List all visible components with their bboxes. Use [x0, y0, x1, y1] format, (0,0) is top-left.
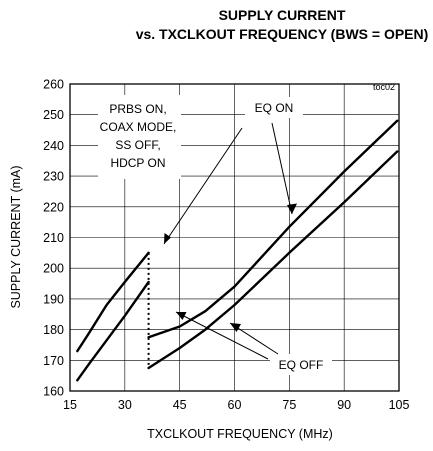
x-tick-label: 60 — [228, 398, 242, 412]
y-tick-label: 250 — [43, 108, 64, 122]
condition-line-4: HDCP ON — [110, 156, 165, 170]
x-tick-label: 90 — [337, 398, 351, 412]
y-tick-label: 190 — [43, 292, 64, 306]
eq-off-leader-left — [175, 311, 269, 360]
x-tick-label: 30 — [118, 398, 132, 412]
y-tick-label: 210 — [43, 231, 64, 245]
y-tick-label: 260 — [43, 78, 64, 92]
eq-on-leader-right — [271, 122, 293, 215]
condition-line-3: SS OFF, — [115, 138, 160, 152]
series-eq-off-segment-1 — [76, 280, 150, 382]
y-axis-label: SUPPLY CURRENT (mA) — [9, 165, 23, 308]
y-tick-label: 220 — [43, 200, 64, 214]
chart-subtitle: vs. TXCLKOUT FREQUENCY (BWS = OPEN) — [136, 26, 429, 42]
y-tick-label: 240 — [43, 139, 64, 153]
eq-off-label-box — [270, 354, 332, 375]
eq-off-annotation: EQ OFF — [279, 358, 324, 372]
eq-on-label-box — [245, 97, 303, 118]
series-eq-off-segment-2 — [147, 150, 399, 370]
x-tick-labels: 15 30 45 60 75 90 105 — [63, 398, 409, 412]
eq-off-arrowhead-left — [176, 312, 187, 320]
eq-on-arrowhead-left — [164, 233, 171, 244]
x-axis-label: TXCLKOUT FREQUENCY (MHz) — [147, 427, 333, 441]
x-tick-label: 15 — [63, 398, 77, 412]
x-tick-label: 105 — [389, 398, 410, 412]
plot-frame — [69, 83, 400, 392]
x-tick-label: 45 — [173, 398, 187, 412]
series-eq-on-segment-2 — [147, 119, 399, 339]
toc-code: toc02 — [373, 82, 395, 92]
x-tick-label: 75 — [282, 398, 296, 412]
series-group — [76, 119, 399, 382]
y-tick-labels: 160 170 180 190 200 210 220 230 240 250 260 — [43, 78, 64, 399]
y-tick-label: 160 — [43, 385, 64, 399]
condition-line-1: PRBS ON, — [109, 102, 166, 116]
eq-on-annotation: EQ ON — [255, 101, 294, 115]
y-tick-label: 230 — [43, 170, 64, 184]
chart-title: SUPPLY CURRENT — [219, 7, 346, 23]
condition-line-2: COAX MODE, — [100, 120, 177, 134]
y-tick-label: 170 — [43, 354, 64, 368]
y-tick-label: 180 — [43, 323, 64, 337]
eq-on-arrowhead-right — [287, 203, 297, 214]
y-tick-label: 200 — [43, 262, 64, 276]
eq-off-arrowhead-right — [230, 323, 241, 332]
condition-box — [98, 95, 181, 179]
eq-on-leader-left — [163, 127, 243, 245]
series-eq-on-segment-1 — [76, 251, 150, 353]
